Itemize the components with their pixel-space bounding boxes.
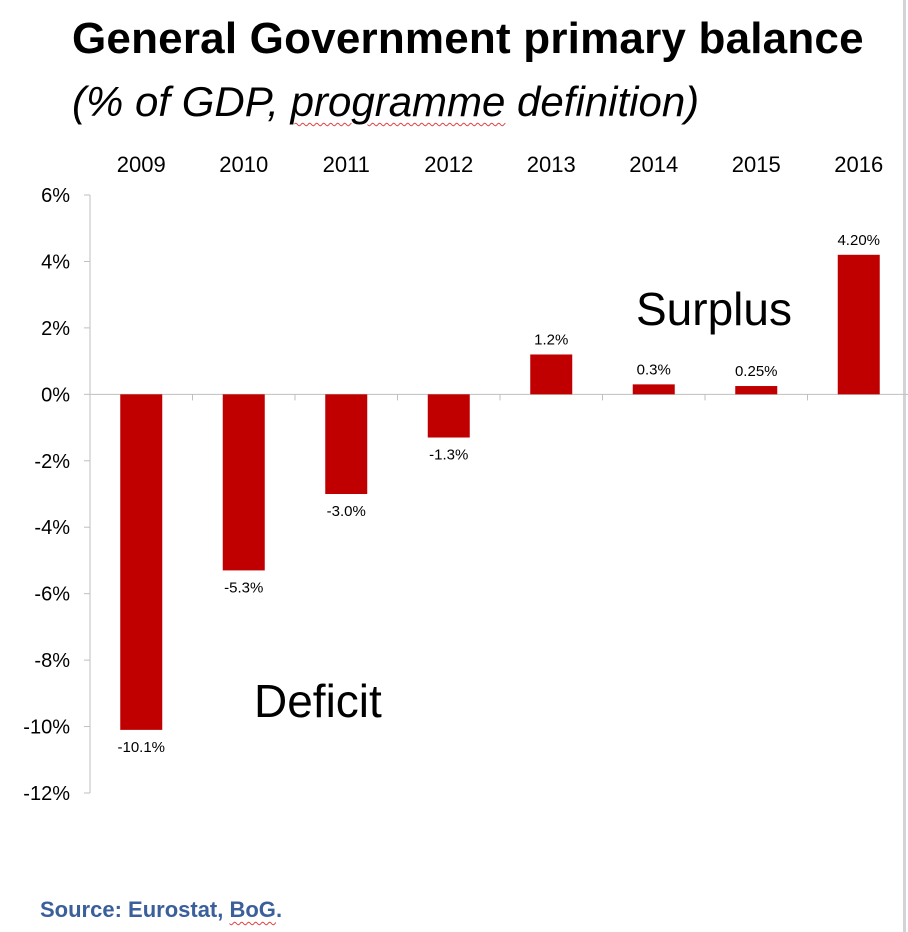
bar <box>837 254 880 395</box>
bar <box>530 354 573 395</box>
y-tick-label: -8% <box>34 650 70 672</box>
data-label: 1.2% <box>534 331 568 348</box>
category-label: 2009 <box>117 152 166 177</box>
source-note: Source: Eurostat, BoG. <box>40 897 282 923</box>
y-tick-label: 4% <box>41 251 70 273</box>
category-label: 2012 <box>424 152 473 177</box>
bar <box>735 386 778 395</box>
data-label: -1.3% <box>429 447 468 464</box>
data-label: 4.20% <box>837 232 880 249</box>
category-label: 2014 <box>629 152 678 177</box>
y-tick-label: -2% <box>34 451 70 473</box>
bar <box>120 394 163 730</box>
category-label: 2011 <box>323 152 370 177</box>
deficit-annotation: Deficit <box>254 675 382 727</box>
source-suffix: . <box>275 897 283 922</box>
category-label: 2016 <box>834 152 883 177</box>
y-tick-label: 6% <box>41 185 70 207</box>
source-prefix: Source: Eurostat, <box>40 897 230 922</box>
chart-title: General Government primary balance <box>72 14 864 63</box>
frame-border <box>903 0 906 932</box>
source-underlined: BoG <box>229 897 276 922</box>
category-label: 2013 <box>527 152 576 177</box>
chart-subtitle: (% of GDP, programme definition) <box>72 78 699 126</box>
y-tick-label: 0% <box>41 384 70 406</box>
subtitle-suffix: definition) <box>505 78 700 125</box>
y-tick-label: 2% <box>41 318 70 340</box>
y-tick-label: -6% <box>34 584 70 606</box>
category-label: 2010 <box>219 152 268 177</box>
y-tick-label: -12% <box>23 783 70 805</box>
bar <box>222 394 265 571</box>
data-label: -10.1% <box>117 739 165 756</box>
subtitle-prefix: (% of GDP, <box>72 78 291 125</box>
bar <box>632 384 675 395</box>
y-tick-label: -4% <box>34 517 70 539</box>
data-label: -3.0% <box>327 503 366 520</box>
data-label: 0.3% <box>637 361 671 378</box>
data-label: -5.3% <box>224 579 263 596</box>
category-label: 2015 <box>732 152 781 177</box>
data-label: 0.25% <box>735 363 778 380</box>
y-tick-label: -10% <box>23 717 70 739</box>
bar <box>427 394 470 438</box>
bar <box>325 394 368 494</box>
surplus-annotation: Surplus <box>636 283 792 335</box>
chart-plot: 6% 4% 2% 0% -2% -4% -6% -8% -10% -12% 2009 2010 2011… <box>23 152 908 805</box>
subtitle-underlined-word: programme <box>290 78 506 125</box>
